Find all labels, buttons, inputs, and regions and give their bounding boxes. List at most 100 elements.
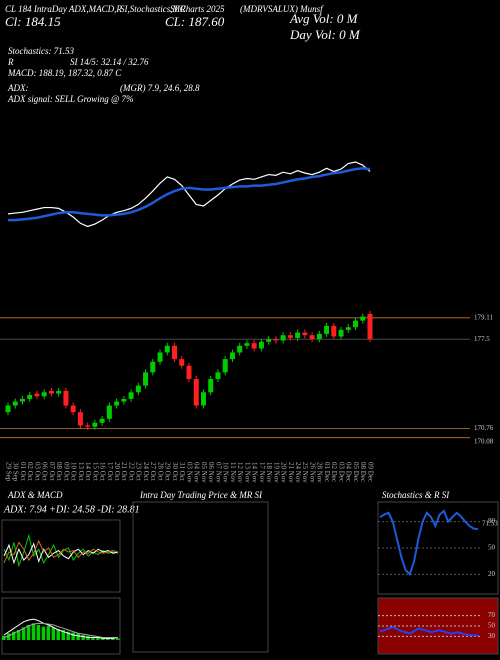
- candle-body: [200, 392, 206, 406]
- macd-box: [1, 597, 121, 655]
- candle-body: [345, 327, 351, 330]
- x-tick-label: 20 Nov: [280, 462, 288, 483]
- x-tick-label: 16 Oct: [99, 462, 107, 481]
- x-tick-label: 05 Dec: [352, 462, 360, 482]
- candle-body: [251, 343, 257, 349]
- candle-body: [106, 405, 112, 419]
- x-tick-label: 24 Nov: [294, 462, 302, 483]
- candle-body: [215, 372, 221, 379]
- y-tick-label: 179.11: [474, 313, 493, 321]
- macd-bar: [51, 627, 56, 640]
- candle-body: [70, 405, 76, 413]
- candle-body: [92, 422, 98, 427]
- x-tick-label: 14 Oct: [84, 462, 92, 481]
- x-tick-label: 28 Nov: [316, 462, 324, 483]
- macd-line: [3, 622, 118, 638]
- y-tick-label: 20: [488, 570, 496, 578]
- candle-body: [367, 313, 373, 340]
- candle-body: [164, 345, 170, 353]
- y-tick-label: 30: [488, 632, 496, 640]
- header-text: ADX signal: SELL Growing @ 7%: [7, 94, 134, 104]
- x-tick-label: 12 Nov: [236, 462, 244, 483]
- y-tick-label: 177.5: [474, 335, 490, 343]
- x-tick-label: 30 Oct: [171, 462, 179, 481]
- x-tick-label: 08 Dec: [359, 462, 367, 482]
- candle-body: [128, 392, 134, 399]
- macd-bar: [111, 638, 115, 640]
- x-tick-label: 17 Nov: [258, 462, 266, 483]
- macd-bar: [6, 633, 11, 640]
- x-tick-label: 04 Nov: [193, 462, 201, 483]
- macd-bar: [61, 630, 65, 640]
- x-tick-label: 23 Oct: [135, 462, 143, 481]
- x-tick-label: 05 Nov: [200, 462, 208, 483]
- candle-body: [302, 332, 308, 336]
- candle-body: [135, 385, 141, 393]
- intraday-box: [132, 501, 269, 653]
- adx-box: [1, 519, 121, 593]
- candle-body: [360, 316, 366, 321]
- x-tick-label: 06 Nov: [207, 462, 215, 483]
- panel-subtitle: ADX: 7.94 +DI: 24.58 -DI: 28.81: [3, 504, 140, 515]
- ma-line: [8, 167, 371, 222]
- candle-body: [48, 390, 54, 394]
- x-tick-label: 03 Oct: [33, 462, 41, 481]
- macd-bar: [96, 637, 100, 640]
- x-tick-label: 22 Oct: [127, 462, 135, 481]
- x-tick-label: 09 Oct: [62, 462, 70, 481]
- candle-body: [266, 339, 272, 342]
- x-tick-label: 30 Sep: [12, 462, 20, 482]
- y-tick-label: 50: [488, 544, 496, 552]
- x-tick-label: 31 Oct: [178, 462, 186, 481]
- header-text: (MDRVSALUX) Munsf: [240, 4, 324, 14]
- x-tick-label: 04 Dec: [345, 462, 353, 482]
- x-tick-label: 21 Oct: [120, 462, 128, 481]
- x-tick-label: 15 Oct: [91, 462, 99, 481]
- x-tick-label: 10 Nov: [222, 462, 230, 483]
- macd-bar: [2, 635, 6, 640]
- x-tick-label: 07 Oct: [48, 462, 56, 481]
- macd-bar: [21, 627, 26, 640]
- macd-bar: [101, 638, 105, 640]
- header-text: (MGR) 7.9, 24.6, 28.8: [120, 83, 200, 93]
- y-tick-label: 170.76: [474, 424, 494, 432]
- macd-bar: [16, 630, 21, 640]
- last-value: 71.53: [482, 520, 498, 528]
- macd-bar: [36, 625, 41, 640]
- candle-body: [222, 359, 228, 373]
- candle-body: [99, 418, 105, 423]
- candle-body: [353, 320, 359, 328]
- macd-bar: [46, 625, 51, 640]
- panel-title: Stochastics & R SI: [382, 490, 450, 500]
- candle-body: [316, 333, 322, 340]
- candle-body: [273, 339, 279, 341]
- header-text: Stochastics: 71.53: [8, 46, 74, 56]
- candle-body: [41, 392, 47, 397]
- candle-body: [229, 352, 235, 360]
- x-tick-label: 03 Nov: [185, 462, 193, 483]
- x-tick-label: 09 Dec: [366, 462, 374, 482]
- header-text: Day Vol: 0 M: [289, 27, 361, 42]
- header-text: MACD: 188.19, 187.32, 0.87 C: [7, 68, 122, 78]
- x-tick-label: 28 Oct: [156, 462, 164, 481]
- macd-bar: [91, 636, 95, 640]
- candle-body: [34, 393, 40, 397]
- stoch-line: [379, 509, 479, 577]
- adx-line: [3, 539, 119, 564]
- y-tick-label: 50: [488, 622, 496, 630]
- rsi-line: [379, 625, 479, 637]
- x-tick-label: 01 Oct: [19, 462, 27, 481]
- candle-body: [85, 425, 91, 427]
- x-tick-label: 19 Nov: [272, 462, 280, 483]
- candle-body: [27, 394, 33, 399]
- candle-body: [244, 343, 250, 346]
- macd-bar: [71, 632, 75, 640]
- header-text: SI,Stochastics,MR: [120, 4, 186, 14]
- x-tick-label: 24 Oct: [142, 462, 150, 481]
- x-tick-label: 08 Oct: [55, 462, 63, 481]
- candle-body: [309, 335, 315, 340]
- macd-bar: [116, 638, 120, 640]
- y-tick-label: 80: [488, 517, 496, 525]
- x-tick-label: 02 Dec: [330, 462, 338, 482]
